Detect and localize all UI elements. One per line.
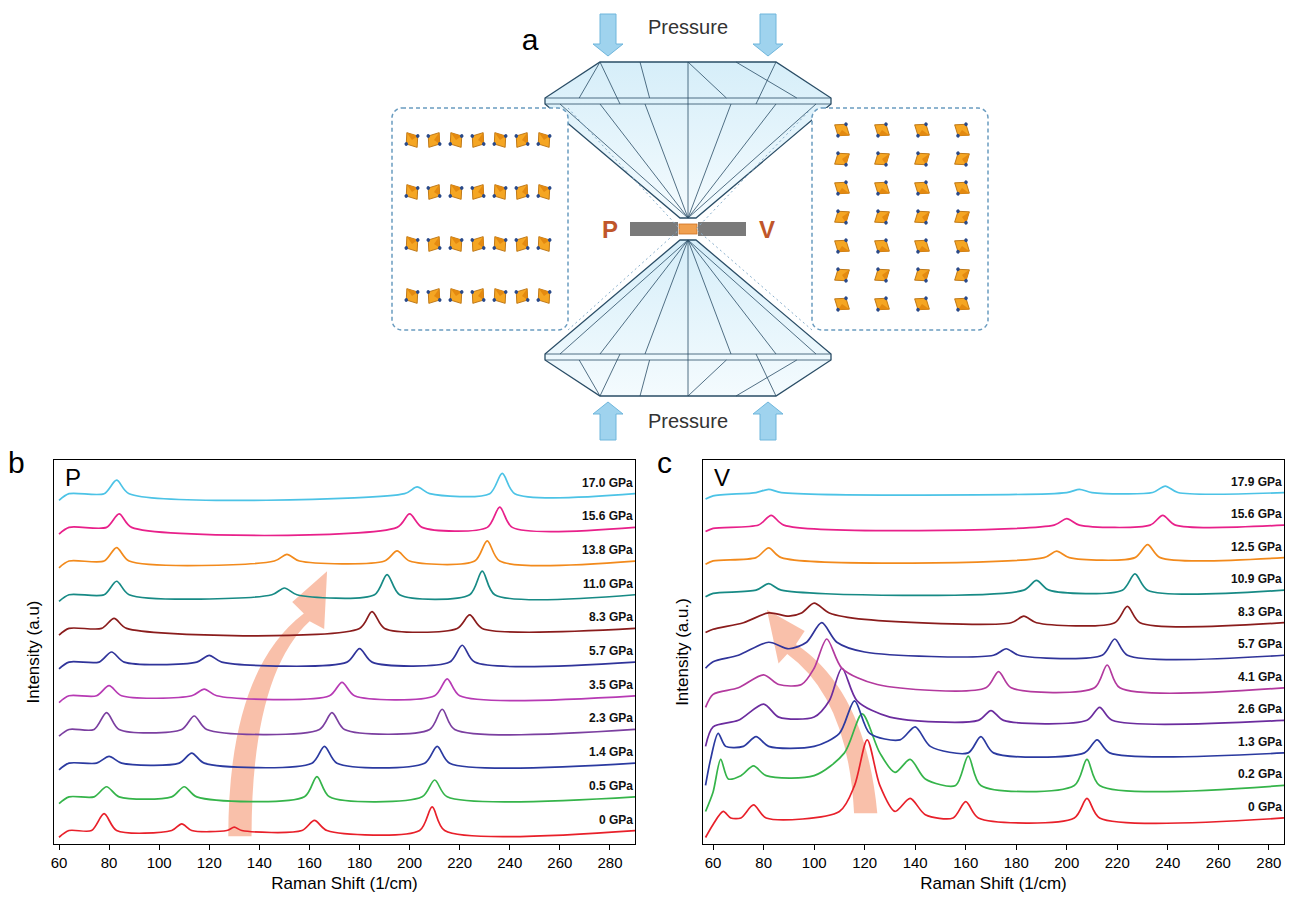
svg-text:280: 280 [597,854,622,871]
svg-text:120: 120 [197,854,222,871]
svg-text:Raman Shift (1/cm): Raman Shift (1/cm) [920,874,1066,893]
svg-text:3.5 GPa: 3.5 GPa [589,678,633,692]
svg-text:Raman Shift (1/cm): Raman Shift (1/cm) [271,874,417,893]
svg-text:8.3 GPa: 8.3 GPa [1238,605,1282,619]
svg-text:180: 180 [1004,854,1029,871]
svg-text:5.7 GPa: 5.7 GPa [589,644,633,658]
svg-text:260: 260 [1206,854,1231,871]
svg-text:200: 200 [1054,854,1079,871]
svg-text:220: 220 [1105,854,1130,871]
svg-text:11.0 GPa: 11.0 GPa [583,577,633,591]
svg-text:a: a [522,23,539,56]
svg-text:0.5 GPa: 0.5 GPa [589,779,633,793]
svg-text:10.9 GPa: 10.9 GPa [1231,572,1282,586]
svg-text:V: V [714,464,730,491]
svg-text:2.6 GPa: 2.6 GPa [1238,702,1282,716]
svg-text:P: P [65,464,81,491]
svg-text:160: 160 [953,854,978,871]
svg-text:180: 180 [347,854,372,871]
svg-text:0.2 GPa: 0.2 GPa [1238,767,1282,781]
svg-text:V: V [759,216,775,243]
svg-text:1.3 GPa: 1.3 GPa [1238,735,1282,749]
svg-text:13.8 GPa: 13.8 GPa [582,543,633,557]
svg-text:240: 240 [1155,854,1180,871]
svg-text:100: 100 [147,854,172,871]
svg-text:Intensity (a.u): Intensity (a.u) [24,601,43,704]
svg-text:P: P [602,216,618,243]
svg-text:Pressure: Pressure [648,16,728,38]
svg-text:140: 140 [903,854,928,871]
svg-text:15.6 GPa: 15.6 GPa [1231,507,1282,521]
svg-text:Pressure: Pressure [648,410,728,432]
svg-text:140: 140 [247,854,272,871]
svg-text:0 GPa: 0 GPa [599,813,633,827]
svg-text:80: 80 [101,854,118,871]
svg-text:120: 120 [852,854,877,871]
svg-text:8.3 GPa: 8.3 GPa [589,610,633,624]
svg-text:200: 200 [397,854,422,871]
svg-text:60: 60 [51,854,68,871]
html-text:c: c [657,446,672,479]
svg-text:Intensity (a.u.): Intensity (a.u.) [673,598,692,706]
svg-text:17.9 GPa: 17.9 GPa [1231,475,1282,489]
svg-text:17.0 GPa: 17.0 GPa [582,476,633,490]
svg-text:5.7 GPa: 5.7 GPa [1238,637,1282,651]
svg-text:4.1 GPa: 4.1 GPa [1238,670,1282,684]
svg-text:60: 60 [705,854,722,871]
svg-text:160: 160 [297,854,322,871]
svg-text:260: 260 [547,854,572,871]
svg-text:12.5 GPa: 12.5 GPa [1231,540,1282,554]
html-text:b: b [8,446,25,479]
svg-text:15.6 GPa: 15.6 GPa [582,509,633,523]
svg-text:280: 280 [1256,854,1281,871]
svg-text:1.4 GPa: 1.4 GPa [589,745,633,759]
svg-text:100: 100 [802,854,827,871]
svg-text:0 GPa: 0 GPa [1248,800,1282,814]
svg-text:80: 80 [755,854,772,871]
svg-text:2.3 GPa: 2.3 GPa [589,711,633,725]
svg-text:240: 240 [497,854,522,871]
svg-text:220: 220 [447,854,472,871]
